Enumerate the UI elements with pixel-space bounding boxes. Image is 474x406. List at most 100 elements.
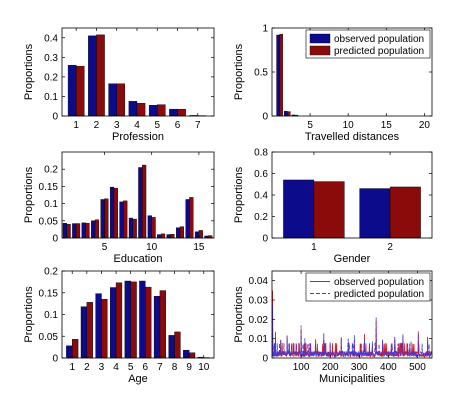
y-tick-label: 0.1 — [44, 199, 58, 210]
bar-observed-14 — [185, 199, 190, 239]
bar-observed-4 — [110, 287, 117, 359]
legend-label-observed: observed population — [334, 277, 424, 288]
x-tick-label: 3 — [99, 362, 105, 373]
bar-predicted-7 — [123, 200, 128, 239]
x-tick-label: 5 — [128, 362, 134, 373]
x-tick-label: 15 — [381, 120, 393, 131]
x-tick-label: 300 — [351, 362, 368, 373]
y-tick-label: 0.05 — [39, 332, 59, 343]
plot-area — [62, 28, 214, 116]
axes-box — [61, 27, 215, 117]
bar-observed-15 — [194, 231, 200, 239]
x-tick-label: 4 — [134, 120, 140, 131]
bar-predicted-14 — [189, 197, 194, 239]
panel-distances: 5 10 15 20 0 0.5 1 Travelled distances Proportio… — [233, 24, 433, 143]
legend-label-predicted: predicted population — [334, 289, 424, 300]
bar-predicted-10 — [151, 217, 156, 239]
x-axis-label: Travelled distances — [305, 131, 400, 143]
bar-observed-6 — [109, 186, 115, 239]
y-tick-label: 0 — [52, 234, 58, 245]
x-tick-label: 10 — [146, 242, 158, 253]
line-predicted — [271, 305, 433, 359]
y-tick-label: 0.03 — [249, 296, 269, 307]
y-tick-label: 0.1 — [44, 92, 58, 103]
bar-predicted-6 — [177, 108, 186, 117]
bar-predicted-2 — [86, 302, 93, 359]
y-axis-label: Proportions — [23, 43, 35, 100]
y-tick-label: 0.2 — [44, 165, 58, 176]
x-tick-label: 7 — [195, 120, 201, 131]
bar-observed-3 — [95, 293, 102, 359]
y-tick-label: 0 — [262, 234, 268, 245]
y-tick-label: 0.05 — [39, 216, 59, 227]
bar-observed-4 — [128, 101, 138, 117]
x-tick-label: 15 — [193, 242, 205, 253]
bar-observed-1 — [283, 179, 315, 239]
y-tick-label: 0.1 — [44, 310, 58, 321]
panel-municipalities: 100 200 300 400 500 0 0.01 0.02 0.03 0.04 Municipa… — [233, 270, 433, 385]
y-axis-label: Proportions — [23, 166, 35, 223]
bar-predicted-1 — [75, 65, 85, 117]
y-tick-label: 0.02 — [249, 315, 269, 326]
bar-observed-2 — [359, 188, 391, 239]
bar-predicted-11 — [160, 233, 166, 239]
x-tick-label: 9 — [186, 362, 192, 373]
x-tick-label: 1 — [69, 362, 75, 373]
legend-label-predicted: predicted population — [334, 46, 424, 57]
x-tick-label: 8 — [172, 362, 178, 373]
bar-predicted-8 — [174, 331, 181, 359]
x-axis-label: Municipalities — [319, 373, 386, 385]
y-tick-label: 0.04 — [249, 276, 269, 287]
bar-predicted-5 — [104, 198, 109, 239]
x-axis-label: Education — [114, 253, 163, 265]
bar-predicted-2 — [75, 223, 81, 239]
x-tick-label: 6 — [143, 362, 149, 373]
y-tick-label: 0.15 — [39, 182, 59, 193]
x-axis-label: Age — [128, 373, 148, 385]
bar-predicted-13 — [179, 226, 184, 239]
y-tick-label: 0.5 — [254, 68, 268, 79]
bar-observed-1 — [66, 345, 73, 359]
bar-predicted-4 — [136, 103, 146, 117]
bar-observed-10 — [147, 215, 152, 239]
bar-predicted-7 — [159, 290, 166, 359]
bar-predicted-1 — [313, 181, 345, 239]
bar-predicted-2 — [96, 34, 105, 117]
y-tick-label: 0.6 — [254, 169, 268, 180]
bar-observed-7 — [153, 296, 161, 359]
bar-observed-5 — [124, 280, 131, 359]
y-tick-label: 0 — [262, 354, 268, 365]
bar-predicted-9 — [142, 164, 147, 239]
bar-observed-9 — [138, 167, 143, 239]
bar-observed-2 — [72, 223, 77, 239]
bar-predicted-5 — [157, 104, 166, 117]
bar-predicted-4 — [115, 282, 123, 359]
bar-observed-13 — [176, 227, 181, 239]
x-tick-label: 2 — [387, 242, 393, 253]
x-tick-label: 20 — [419, 120, 431, 131]
legend-swatch-predicted — [309, 45, 331, 56]
bar-observed-2 — [80, 306, 88, 359]
axes-box — [271, 270, 433, 359]
bar-observed-3 — [81, 222, 86, 239]
bar-observed-1 — [67, 64, 77, 117]
bar-predicted-9 — [188, 352, 196, 359]
bar-observed-7 — [119, 201, 124, 239]
y-tick-label: 0.01 — [249, 334, 269, 345]
bar-observed-8 — [168, 335, 175, 359]
panel-profession: 1 2 3 4 5 6 7 0 0.1 0.2 0.3 0.4 Profession Proportion… — [23, 27, 215, 143]
x-tick-label: 2 — [84, 362, 90, 373]
x-tick-label: 1 — [73, 120, 79, 131]
bar-predicted-5 — [130, 281, 137, 359]
x-tick-label: 200 — [322, 362, 339, 373]
legend-box — [305, 272, 431, 302]
y-tick-label: 0.8 — [254, 148, 268, 159]
x-tick-label: 5 — [102, 242, 108, 253]
y-tick-label: 0.4 — [254, 191, 268, 202]
x-tick-label: 100 — [293, 362, 310, 373]
bar-observed-2 — [88, 35, 97, 117]
legend-swatch-observed — [309, 33, 331, 44]
bar-observed-9 — [183, 349, 190, 359]
bar-predicted-1 — [66, 224, 71, 239]
